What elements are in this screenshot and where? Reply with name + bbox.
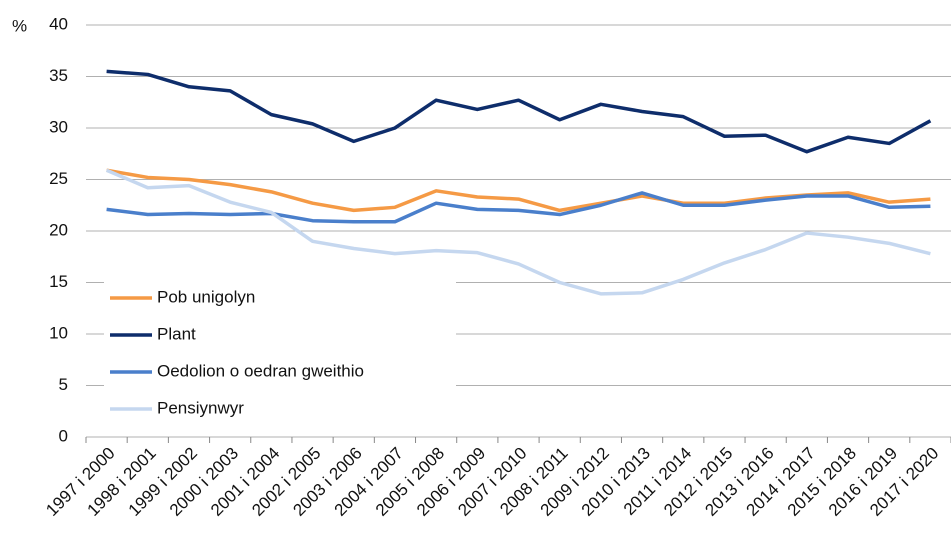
y-axis-label: % xyxy=(12,16,27,35)
y-tick-label: 10 xyxy=(49,323,68,342)
y-tick-label: 25 xyxy=(49,169,68,188)
y-tick-label: 40 xyxy=(49,14,68,33)
series-line xyxy=(106,69,932,154)
y-tick-label: 20 xyxy=(49,220,68,239)
legend-label: Plant xyxy=(157,324,196,343)
legend-label: Pob unigolyn xyxy=(157,287,255,306)
y-tick-label: 30 xyxy=(49,117,68,136)
legend-label: Oedolion o oedran gweithio xyxy=(157,361,364,380)
legend-box xyxy=(104,282,456,427)
series-line xyxy=(106,168,931,213)
y-tick-label: 0 xyxy=(59,426,68,445)
legend: Pob unigolyn Plant Oedolion o oedran gweit… xyxy=(104,282,456,427)
y-tick-label: 5 xyxy=(59,375,68,394)
series-line xyxy=(106,191,931,224)
legend-label: Pensiynwyr xyxy=(157,398,244,417)
y-tick-label: 15 xyxy=(49,272,68,291)
series-line xyxy=(105,168,931,296)
y-tick-label: 35 xyxy=(49,66,68,85)
